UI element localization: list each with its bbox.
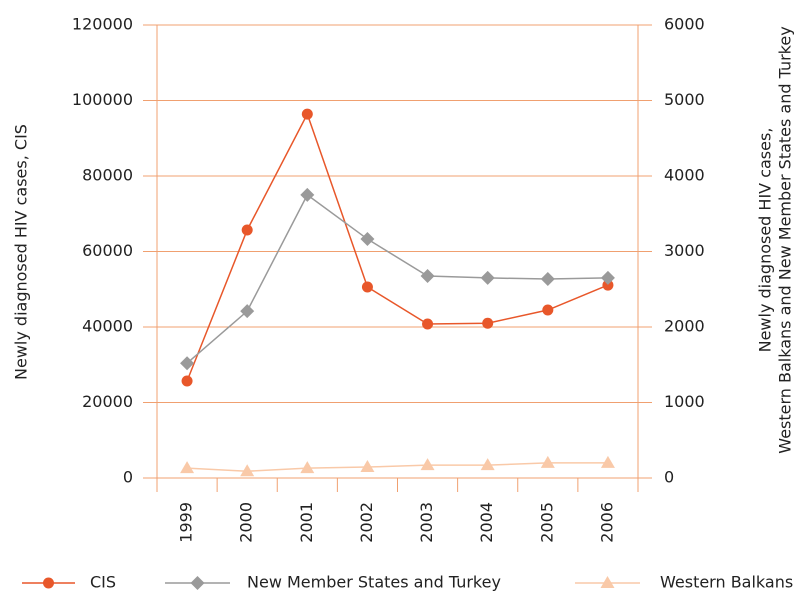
y2-tick-label: 1000 bbox=[664, 392, 705, 411]
x-tick-label: 2002 bbox=[357, 502, 376, 543]
data-point bbox=[540, 272, 555, 287]
y-tick-label: 100000 bbox=[72, 90, 133, 109]
data-point bbox=[420, 458, 435, 471]
legend-label: Western Balkans bbox=[660, 573, 793, 592]
data-point bbox=[180, 461, 195, 474]
data-point bbox=[600, 270, 615, 285]
series-line bbox=[186, 112, 609, 382]
y2-tick-label: 2000 bbox=[664, 317, 705, 336]
legend-marker bbox=[600, 576, 615, 588]
x-tick-label: 2004 bbox=[477, 502, 496, 543]
data-point bbox=[181, 375, 193, 387]
legend-marker bbox=[190, 576, 205, 590]
x-tick-label: 2005 bbox=[537, 502, 556, 543]
data-point bbox=[360, 460, 375, 473]
data-point bbox=[241, 224, 253, 236]
y-tick-label: 40000 bbox=[82, 317, 133, 336]
y-tick-label: 80000 bbox=[82, 166, 133, 185]
y2-axis-label: Western Balkans and New Member States an… bbox=[776, 26, 795, 453]
data-point bbox=[240, 464, 255, 477]
data-point bbox=[480, 458, 495, 471]
x-tick-label: 2000 bbox=[237, 502, 256, 543]
legend-marker bbox=[43, 577, 54, 589]
y-tick-label: 20000 bbox=[82, 392, 133, 411]
y2-tick-label: 6000 bbox=[664, 15, 705, 34]
series-line bbox=[186, 193, 608, 364]
x-tick-label: 2003 bbox=[417, 502, 436, 543]
y2-tick-label: 4000 bbox=[664, 166, 705, 185]
data-point bbox=[180, 356, 195, 371]
data-point bbox=[422, 318, 434, 330]
series-line bbox=[187, 462, 608, 472]
data-point bbox=[540, 455, 555, 468]
data-point bbox=[602, 279, 614, 291]
data-point bbox=[300, 187, 315, 202]
data-point bbox=[482, 317, 494, 329]
x-tick-label: 2006 bbox=[597, 502, 616, 543]
y-tick-label: 120000 bbox=[72, 15, 133, 34]
data-point bbox=[420, 269, 435, 284]
x-tick-label: 1999 bbox=[177, 502, 196, 543]
data-point bbox=[360, 232, 375, 247]
y2-tick-label: 3000 bbox=[664, 241, 705, 260]
data-point bbox=[600, 455, 615, 468]
data-point bbox=[240, 304, 255, 319]
legend-label: CIS bbox=[90, 573, 116, 592]
data-point bbox=[480, 270, 495, 285]
y2-axis-label: Newly diagnosed HIV cases, bbox=[756, 128, 775, 353]
y-tick-label: 0 bbox=[123, 468, 133, 487]
legend-label: New Member States and Turkey bbox=[247, 573, 501, 592]
data-point bbox=[301, 108, 313, 120]
x-tick-label: 2001 bbox=[297, 502, 316, 543]
data-point bbox=[542, 304, 554, 316]
data-point bbox=[361, 281, 373, 293]
y-tick-label: 60000 bbox=[82, 241, 133, 260]
y2-tick-label: 5000 bbox=[664, 90, 705, 109]
data-point bbox=[300, 461, 315, 474]
y2-tick-label: 0 bbox=[664, 468, 674, 487]
y-axis-label: Newly diagnosed HIV cases, CIS bbox=[12, 124, 31, 380]
